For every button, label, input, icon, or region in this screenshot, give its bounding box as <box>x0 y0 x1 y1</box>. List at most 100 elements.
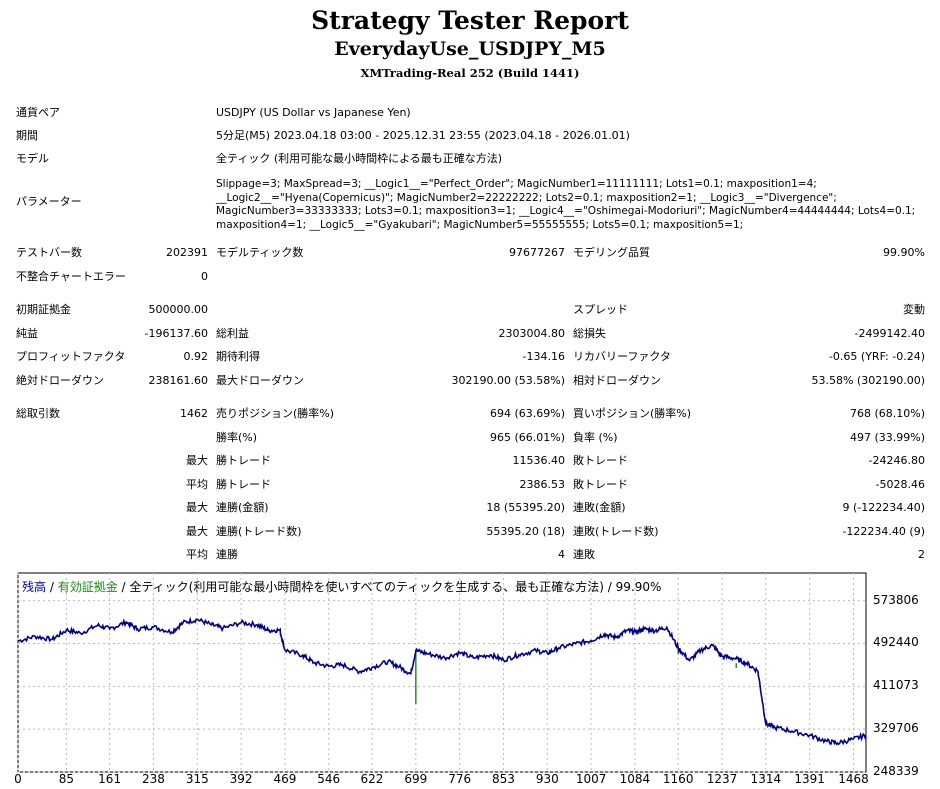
stat-short-value: 694 (63.69%) <box>489 407 565 420</box>
stat-avg-consec-loss-label: 連敗 <box>573 548 595 561</box>
stat-deposit-value: 500000.00 <box>148 303 209 316</box>
y-tick-label: 411073 <box>873 678 919 693</box>
stat-quality-value: 99.90% <box>883 246 925 259</box>
stat-pf-label: プロフィットファクタ <box>16 350 126 363</box>
stat-rel-dd-value: 53.58% (302190.00) <box>811 374 925 387</box>
stat-max-loss-value: -24246.80 <box>868 454 925 467</box>
x-tick-label: 1007 <box>575 772 607 786</box>
pair-value: USDJPY (US Dollar vs Japanese Yen) <box>216 106 411 119</box>
x-tick-label: 469 <box>273 772 297 786</box>
x-tick-label: 776 <box>448 772 472 786</box>
stat-short-label: 売りポジション(勝率%) <box>216 407 335 420</box>
server-build: XMTrading-Real 252 (Build 1441) <box>360 66 580 80</box>
x-tick-label: 238 <box>141 772 165 786</box>
stat-max-word: 最大 <box>186 454 208 467</box>
stat-max-dd-label: 最大ドローダウン <box>216 374 304 387</box>
stat-max-consec-loss-amt-value: 9 (-122234.40) <box>842 501 925 514</box>
stat-max-loss-label: 敗トレード <box>573 454 628 467</box>
legend-equity: 有効証拠金 <box>57 580 118 594</box>
stat-lossrate-label: 負率 (%) <box>573 431 618 444</box>
stat-deposit-label: 初期証拠金 <box>16 303 71 316</box>
report-title: Strategy Tester Report <box>311 6 629 35</box>
stat-max-consec-loss-amt-label: 連敗(金額) <box>573 501 626 514</box>
stat-avg-loss-label: 敗トレード <box>573 478 628 491</box>
stat-winrate-value: 965 (66.01%) <box>489 431 565 444</box>
stat-spread-label: スプレッド <box>573 303 628 316</box>
stat-expected-value: -134.16 <box>522 350 565 363</box>
x-tick-label: 699 <box>404 772 428 786</box>
stat-max-word: 最大 <box>186 525 208 538</box>
stat-avg-win-value: 2386.53 <box>519 478 566 491</box>
stat-spread-value: 変動 <box>903 303 925 316</box>
x-tick-label: 85 <box>58 772 75 786</box>
chart-legend: 残高 / 有効証拠金 / 全ティック(利用可能な最小時間枠を使いすべてのティック… <box>22 578 661 595</box>
stat-avg-consec-win-value: 4 <box>558 548 565 561</box>
report-subtitle: EverydayUse_USDJPY_M5 <box>334 38 606 60</box>
stat-max-word: 最大 <box>186 501 208 514</box>
stat-avg-consec-loss-value: 2 <box>918 548 925 561</box>
plot-frame <box>17 572 867 773</box>
stat-max-consec-win-amt-label: 連勝(金額) <box>216 501 269 514</box>
x-tick-label: 1237 <box>706 772 738 786</box>
period-label: 期間 <box>16 129 38 142</box>
y-tick-label: 492440 <box>873 635 919 650</box>
stat-avg-word: 平均 <box>186 478 208 491</box>
stat-max-consec-win-cnt-value: 55395.20 (18) <box>486 525 565 538</box>
stat-max-dd-value: 302190.00 (53.58%) <box>451 374 565 387</box>
stat-winrate-label: 勝率(%) <box>216 431 258 444</box>
stat-max-win-label: 勝トレード <box>216 454 271 467</box>
x-tick-label: 392 <box>229 772 253 786</box>
stat-expected-label: 期待利得 <box>216 350 260 363</box>
stat-max-consec-win-cnt-label: 連勝(トレード数) <box>216 525 302 538</box>
stat-avg-win-label: 勝トレード <box>216 478 271 491</box>
stat-max-consec-loss-cnt-label: 連敗(トレード数) <box>573 525 659 538</box>
stat-quality-label: モデリング品質 <box>573 246 650 259</box>
stat-gross-loss-value: -2499142.40 <box>854 327 925 340</box>
x-tick-label: 315 <box>185 772 209 786</box>
stat-long-value: 768 (68.10%) <box>849 407 925 420</box>
x-tick-label: 161 <box>98 772 122 786</box>
stat-gross-profit-label: 総利益 <box>216 327 249 340</box>
stat-trades-value: 1462 <box>180 407 208 420</box>
stat-bars-label: テストバー数 <box>16 246 82 259</box>
stat-avg-loss-value: -5028.46 <box>875 478 925 491</box>
stat-ticks-label: モデルティック数 <box>216 246 304 259</box>
stat-gross-profit-value: 2303004.80 <box>498 327 565 340</box>
x-tick-label: 622 <box>360 772 384 786</box>
x-tick-label: 546 <box>317 772 341 786</box>
stat-rel-dd-label: 相対ドローダウン <box>573 374 661 387</box>
stat-bars-value: 202391 <box>166 246 208 259</box>
y-tick-label: 329706 <box>873 721 919 736</box>
stat-pf-value: 0.92 <box>183 350 209 363</box>
balance-chart <box>17 572 867 773</box>
stat-mismatch-label: 不整合チャートエラー <box>16 270 126 283</box>
params-value: Slippage=3; MaxSpread=3; __Logic1__="Per… <box>216 178 916 231</box>
x-tick-label: 930 <box>535 772 559 786</box>
model-value: 全ティック (利用可能な最小時間枠による最も正確な方法) <box>216 152 503 165</box>
stat-max-consec-win-amt-value: 18 (55395.20) <box>486 501 565 514</box>
stat-abs-dd-label: 絶対ドローダウン <box>16 374 104 387</box>
x-tick-label: 0 <box>14 772 22 786</box>
stat-recovery-label: リカバリーファクタ <box>573 350 671 363</box>
period-value: 5分足(M5) 2023.04.18 03:00 - 2025.12.31 23… <box>216 129 630 142</box>
stat-avg-consec-win-label: 連勝 <box>216 548 238 561</box>
y-tick-label: 573806 <box>873 592 919 607</box>
pair-label: 通貨ペア <box>16 106 60 119</box>
y-tick-label: 248339 <box>873 764 919 778</box>
params-label: パラメーター <box>16 195 82 208</box>
model-label: モデル <box>16 152 49 165</box>
stat-ticks-value: 97677267 <box>509 246 565 259</box>
stat-lossrate-value: 497 (33.99%) <box>849 431 925 444</box>
stat-max-consec-loss-cnt-value: -122234.40 (9) <box>842 525 925 538</box>
stat-avg-word: 平均 <box>186 548 208 561</box>
legend-balance: 残高 <box>22 580 47 594</box>
stat-gross-loss-label: 総損失 <box>573 327 606 340</box>
x-tick-label: 1468 <box>838 772 869 786</box>
stat-mismatch-value: 0 <box>201 270 208 283</box>
x-tick-label: 1391 <box>794 772 825 786</box>
balance-line <box>17 616 867 746</box>
legend-rest: / 全ティック(利用可能な最小時間枠を使いすべてのティックを生成する、最も正確な… <box>117 580 662 594</box>
stat-net-value: -196137.60 <box>144 327 208 340</box>
stat-trades-label: 総取引数 <box>16 407 60 420</box>
stat-net-label: 純益 <box>16 327 38 340</box>
